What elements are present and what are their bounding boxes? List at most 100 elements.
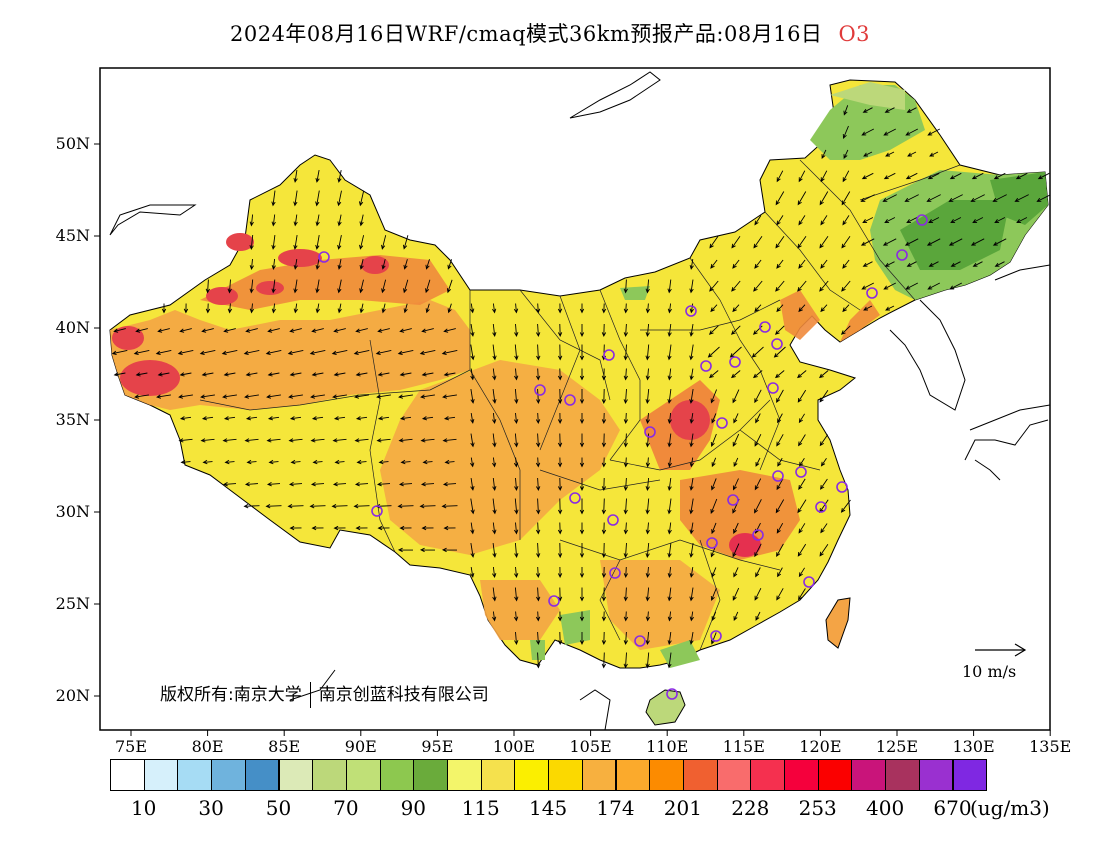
wind-arrow — [994, 217, 1006, 223]
wind-arrow — [667, 543, 672, 558]
wind-arrow — [245, 328, 258, 333]
colorbar-swatch — [211, 759, 246, 791]
wind-arrow — [623, 522, 628, 535]
wind-arrow — [333, 328, 346, 333]
wind-arrow — [776, 588, 784, 601]
wind-arrow — [752, 325, 763, 335]
wind-arrow — [842, 304, 850, 313]
wind-arrow — [711, 611, 717, 622]
wind-arrow — [289, 328, 302, 333]
wind-arrow — [293, 190, 298, 207]
wind-arrow — [288, 482, 303, 487]
wind-arrow — [820, 170, 828, 183]
wind-arrow — [514, 477, 519, 492]
colorbar-swatch — [312, 759, 347, 791]
wind-arrow — [689, 433, 694, 448]
wind-arrow — [709, 280, 719, 292]
wind-arrow — [419, 504, 436, 509]
wind-arrow — [287, 349, 304, 355]
wind-arrow — [667, 566, 672, 579]
wind-arrow — [271, 190, 276, 207]
colorbar-swatch — [244, 759, 280, 791]
wind-arrow — [178, 438, 193, 443]
wind-arrow — [840, 325, 851, 335]
wind-arrow — [420, 394, 435, 399]
wind-arrow — [337, 170, 342, 183]
wind-arrow — [733, 522, 739, 534]
wind-arrow — [710, 587, 717, 601]
wind-arrow — [710, 389, 718, 404]
wind-arrow — [927, 128, 941, 136]
station-marker — [644, 426, 656, 438]
wind-arrow — [227, 279, 232, 294]
wind-arrow — [667, 344, 672, 361]
wind-arrow — [421, 525, 434, 531]
wind-arrow — [311, 416, 324, 421]
wind-arrow — [315, 235, 320, 250]
wind-arrow — [535, 457, 541, 468]
wind-arrow — [113, 372, 126, 377]
wind-arrow — [267, 328, 280, 333]
wind-arrow — [268, 459, 279, 465]
wind-arrow — [443, 416, 456, 421]
wind-arrow — [157, 328, 170, 333]
wind-arrow — [905, 128, 919, 136]
wind-arrow — [710, 433, 717, 447]
wind-arrow — [843, 105, 849, 116]
wind-arrow — [711, 478, 717, 491]
station-marker — [759, 321, 771, 333]
wind-arrow — [645, 323, 650, 338]
wind-arrow — [267, 416, 280, 421]
wind-arrow — [689, 324, 694, 337]
wind-arrow — [421, 416, 434, 421]
colorbar-swatch — [750, 759, 785, 791]
lon-tick-label: 115E — [723, 737, 765, 756]
wind-arrow — [689, 498, 694, 515]
species-label: O3 — [838, 22, 871, 46]
wind-arrow — [271, 214, 276, 227]
wind-arrow — [244, 438, 259, 443]
wind-arrow — [579, 611, 585, 622]
wind-arrow — [623, 388, 628, 405]
wind-arrow — [579, 457, 585, 468]
wind-arrow — [992, 238, 1007, 246]
wind-arrow — [397, 504, 414, 509]
wind-arrow — [375, 349, 392, 355]
colorbar-swatch — [345, 759, 381, 791]
colorbar-swatch — [615, 759, 651, 791]
wind-arrow — [711, 413, 717, 424]
wind-arrow — [579, 413, 585, 425]
wind-arrow — [884, 261, 895, 267]
wind-arrow — [332, 438, 347, 443]
wind-arrow — [623, 652, 628, 669]
wind-arrow — [732, 304, 740, 313]
colorbar-label: 10 — [130, 796, 157, 820]
wind-arrow — [200, 394, 215, 399]
wind-arrow — [265, 504, 282, 509]
taiwan-island — [825, 597, 851, 649]
wind-arrow — [421, 372, 434, 377]
wind-arrow — [689, 587, 694, 602]
wind-arrow — [906, 261, 917, 267]
wind-arrow — [754, 543, 762, 558]
wind-arrow — [536, 344, 541, 361]
wind-arrow — [266, 394, 281, 399]
lat-tick-label: 45N — [56, 226, 90, 245]
wind-arrow — [246, 459, 257, 465]
wind-arrow — [732, 587, 740, 601]
wind-arrow — [863, 305, 873, 311]
wind-arrow — [776, 215, 784, 226]
wind-arrow — [315, 259, 320, 270]
wind-arrow — [667, 498, 672, 515]
wind-arrow — [178, 394, 193, 399]
wind-arrow — [623, 566, 628, 579]
wind-arrow — [470, 498, 475, 515]
wind-arrow — [179, 372, 192, 377]
wind-arrow — [113, 328, 126, 333]
wind-arrow — [135, 372, 148, 377]
wind-arrow — [645, 279, 650, 294]
wind-arrow — [972, 261, 983, 267]
wind-arrow — [266, 482, 281, 487]
wind-arrow — [733, 567, 739, 578]
wind-arrow — [819, 370, 829, 379]
